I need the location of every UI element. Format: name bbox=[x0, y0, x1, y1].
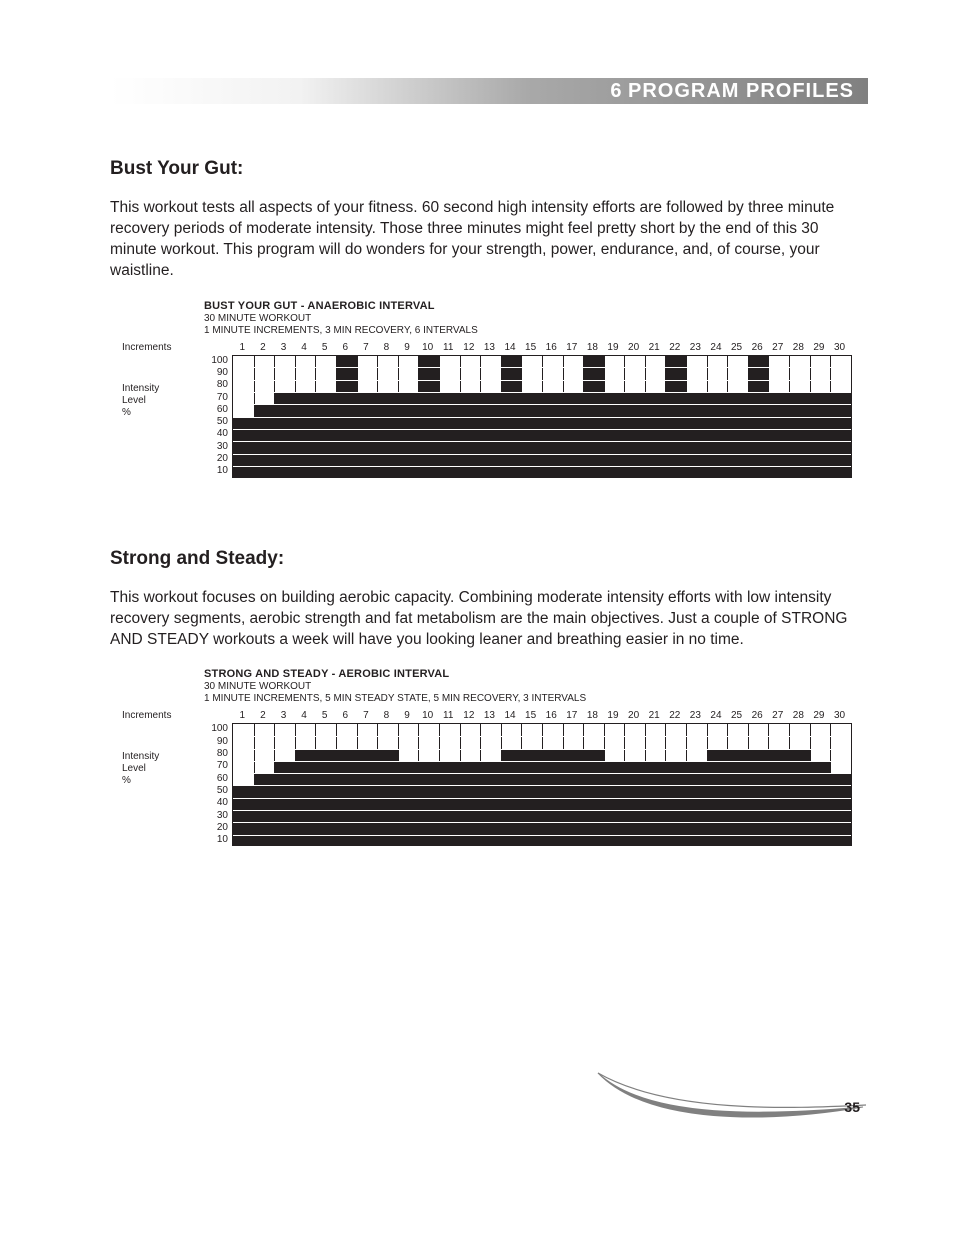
interval-chart: STRONG AND STEADY - AEROBIC INTERVAL30 M… bbox=[122, 668, 868, 846]
y-axis-ticks: 100908070605040302010 bbox=[204, 723, 232, 846]
section-body: This workout focuses on building aerobic… bbox=[110, 588, 868, 651]
x-axis: 1234567891011121314151617181920212223242… bbox=[232, 342, 852, 353]
chart-bars bbox=[232, 355, 852, 478]
y-axis-label-top: Increments bbox=[122, 710, 204, 721]
y-axis-label-top: Increments bbox=[122, 342, 204, 353]
chart-bars bbox=[232, 723, 852, 846]
chapter-title: PROGRAM PROFILES bbox=[628, 80, 854, 103]
section-body: This workout tests all aspects of your f… bbox=[110, 198, 868, 282]
section-heading: Strong and Steady: bbox=[110, 548, 868, 570]
chart-subtitle: 1 MINUTE INCREMENTS, 5 MIN STEADY STATE,… bbox=[204, 693, 868, 704]
chapter-number: 6 bbox=[610, 80, 622, 103]
section-heading: Bust Your Gut: bbox=[110, 158, 868, 180]
chart-title: STRONG AND STEADY - AEROBIC INTERVAL bbox=[204, 668, 868, 680]
page-footer-swoosh: 35 bbox=[588, 1065, 868, 1125]
x-axis: 1234567891011121314151617181920212223242… bbox=[232, 710, 852, 721]
y-axis-label-side: IntensityLevel% bbox=[122, 383, 204, 419]
chart-subtitle: 30 MINUTE WORKOUT bbox=[204, 313, 868, 324]
chart-subtitle: 30 MINUTE WORKOUT bbox=[204, 681, 868, 692]
y-axis-label-side: IntensityLevel% bbox=[122, 751, 204, 787]
chapter-header: 6 PROGRAM PROFILES bbox=[110, 78, 868, 104]
y-axis-ticks: 100908070605040302010 bbox=[204, 355, 232, 478]
chart-subtitle: 1 MINUTE INCREMENTS, 3 MIN RECOVERY, 6 I… bbox=[204, 325, 868, 336]
interval-chart: BUST YOUR GUT - ANAEROBIC INTERVAL30 MIN… bbox=[122, 300, 868, 478]
chart-title: BUST YOUR GUT - ANAEROBIC INTERVAL bbox=[204, 300, 868, 312]
page-number: 35 bbox=[844, 1099, 860, 1115]
